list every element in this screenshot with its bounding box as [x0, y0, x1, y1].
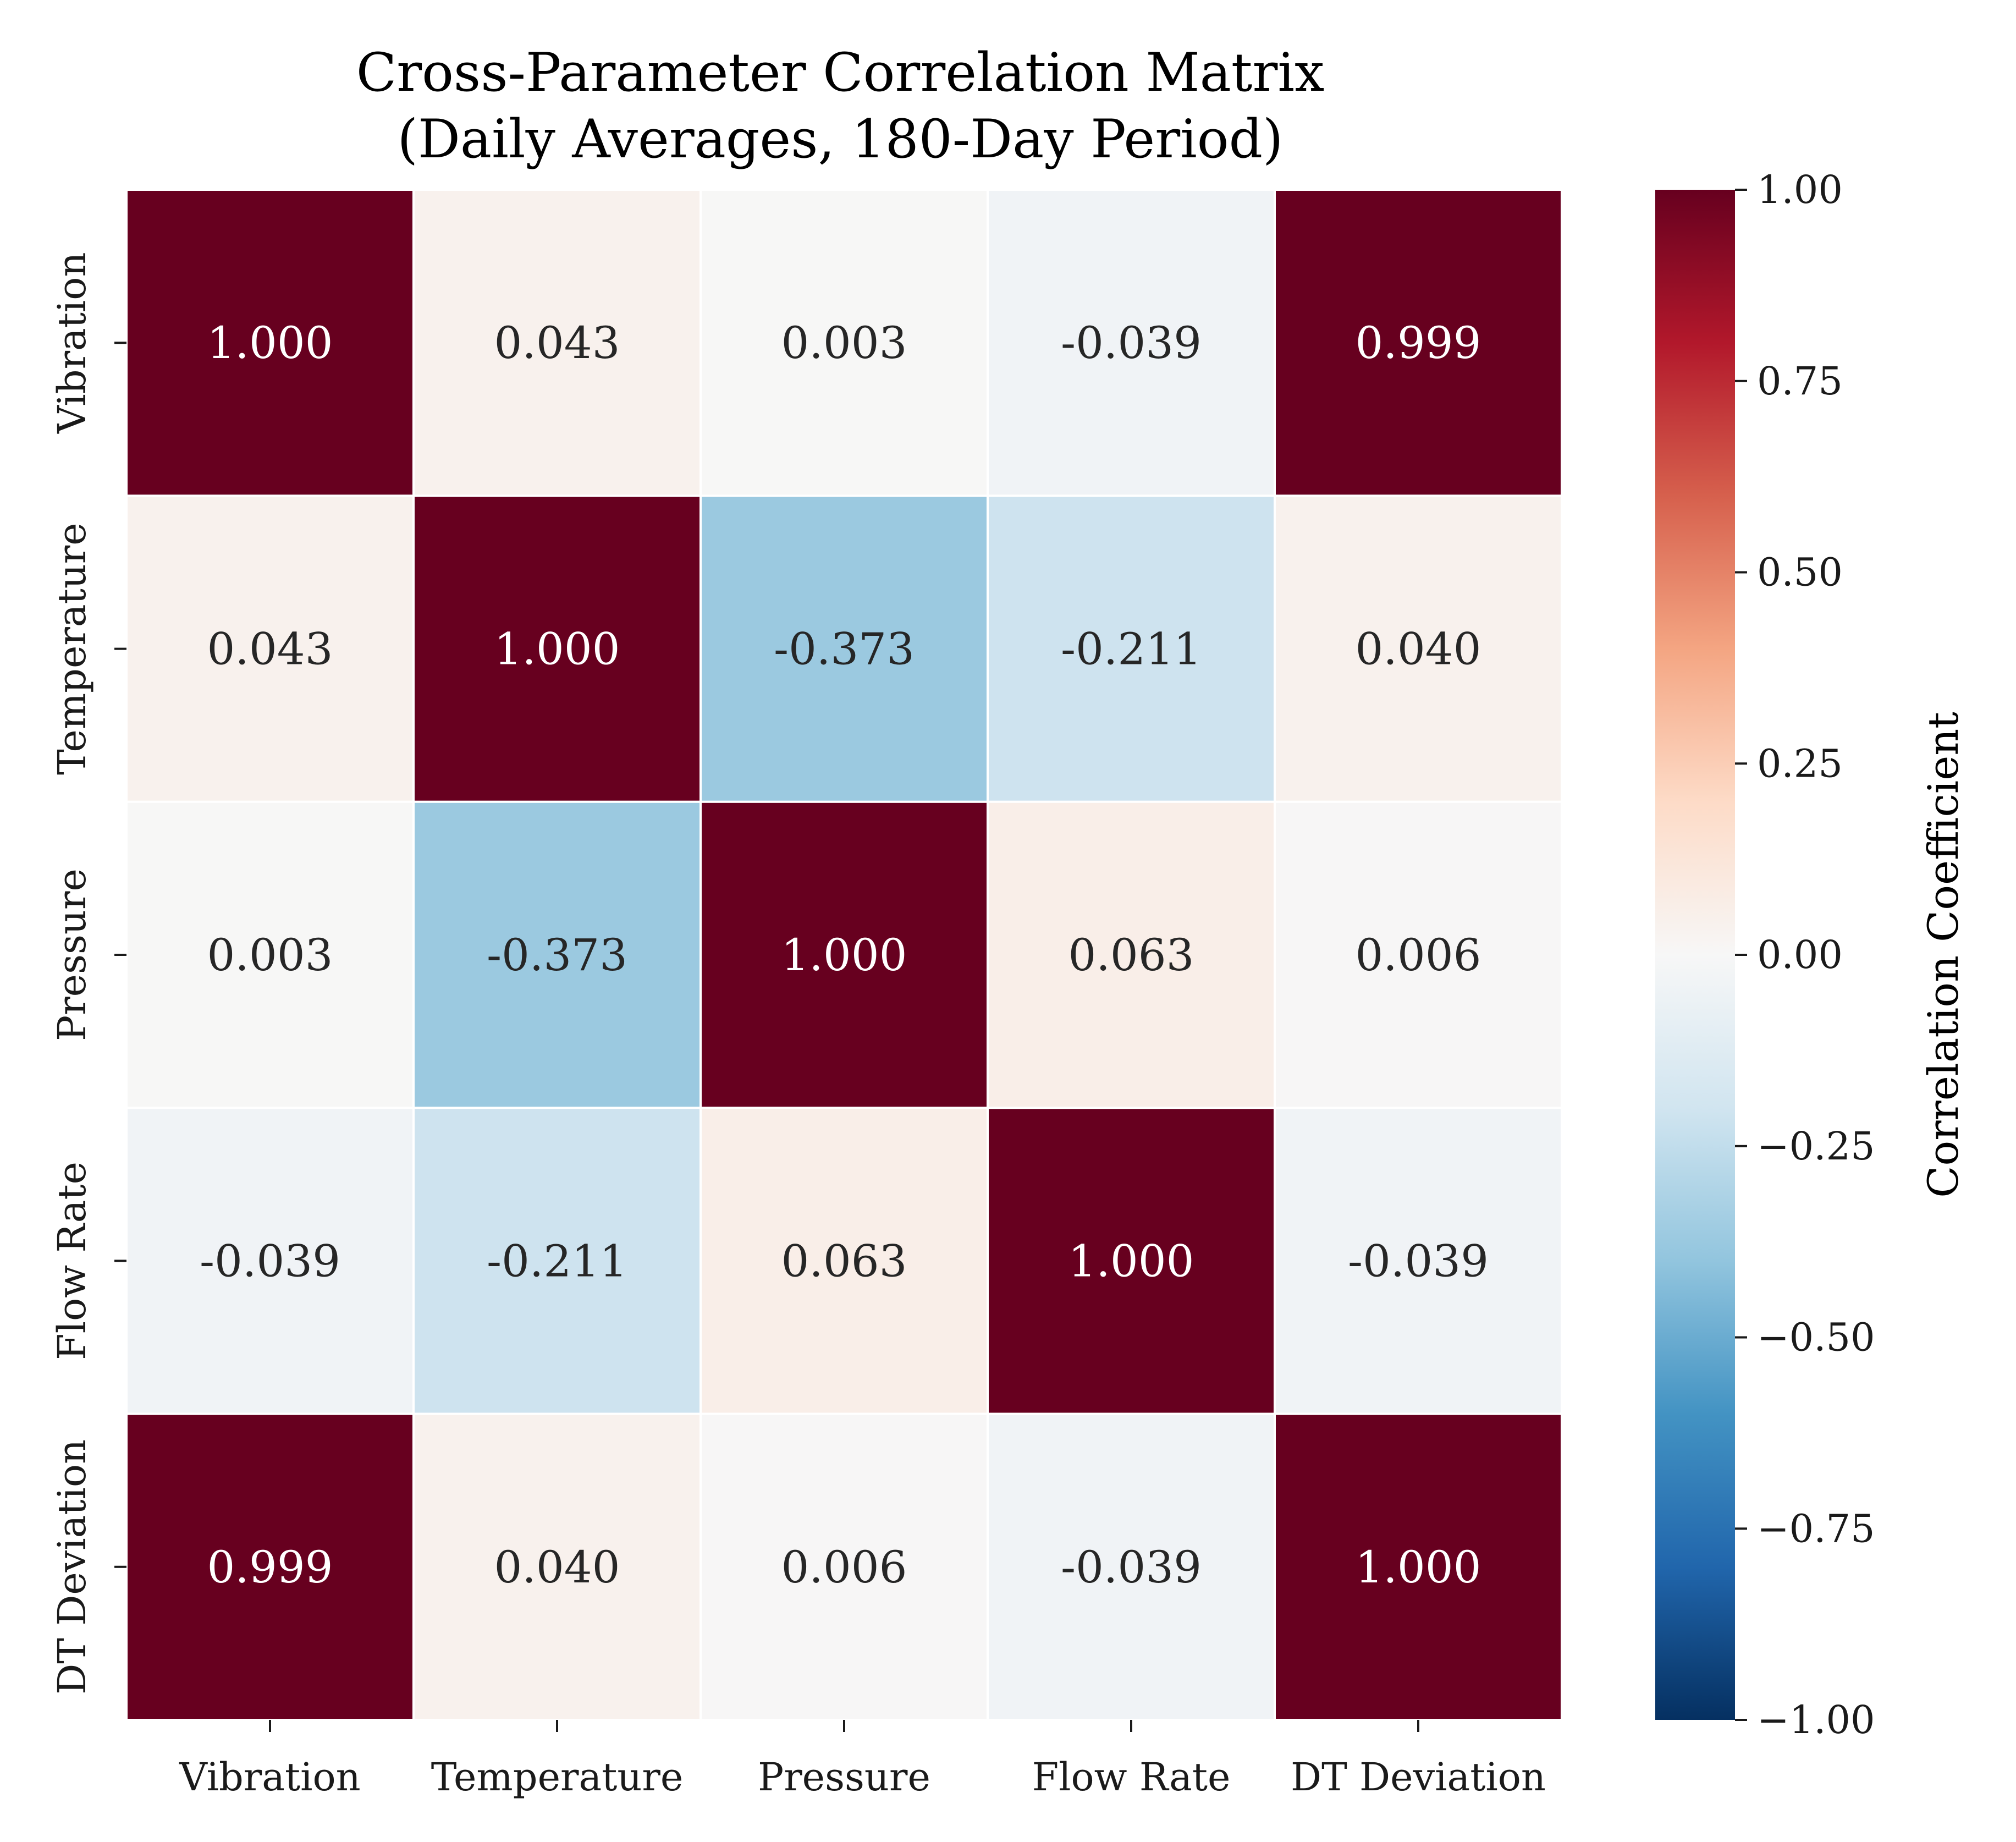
colorbar-tick-label: 0.25: [1757, 741, 1843, 786]
heatmap-cell-value: 1.000: [1355, 1542, 1481, 1593]
colorbar-tick-label: 0.00: [1757, 932, 1843, 977]
heatmap-cell: [987, 189, 1276, 497]
colorbar: 1.00 0.75 0.50 0.25 0.00 −0.25 −0.50 −0.75 −1.00…: [1655, 167, 1968, 1742]
heatmap-cell-value: 0.006: [1355, 930, 1481, 981]
heatmap-cell-value: 0.999: [1355, 317, 1481, 369]
heatmap-cell-value: 0.063: [1068, 930, 1194, 981]
colorbar-ticks: 1.00 0.75 0.50 0.25 0.00 −0.25 −0.50 −0.75 −1.00: [1735, 167, 1875, 1742]
heatmap-cell: [412, 800, 702, 1109]
heatmap-cell-value: 1.000: [207, 317, 333, 369]
heatmap-cell: [125, 1412, 415, 1722]
heatmap-cells: [125, 189, 1563, 1722]
heatmap-cell-value: 0.040: [494, 1542, 620, 1593]
chart-title-line-2: (Daily Averages, 180-Day Period): [398, 108, 1284, 170]
chart-title-line-1: Cross-Parameter Correlation Matrix: [356, 42, 1324, 103]
heatmap-cell: [699, 1107, 989, 1415]
heatmap-cell: [412, 189, 702, 497]
heatmap-cell-value: -0.039: [200, 1235, 340, 1286]
colorbar-tick-label: −0.75: [1757, 1506, 1875, 1551]
heatmap-cell: [699, 800, 989, 1109]
heatmap-cell: [1274, 1412, 1563, 1722]
heatmap-cell-value: 0.999: [207, 1542, 333, 1593]
heatmap-cell-value: 0.063: [781, 1235, 907, 1286]
heatmap-cell-value: -0.373: [487, 930, 627, 981]
colorbar-gradient-bar: [1655, 190, 1735, 1720]
heatmap-cell: [699, 494, 989, 803]
heatmap-cell-value: 1.000: [1068, 1235, 1194, 1286]
heatmap-cell: [699, 189, 989, 497]
y-axis-tick-label: Temperature: [49, 523, 95, 775]
y-axis-tick-label: DT Deviation: [49, 1439, 95, 1695]
heatmap-cell-value: 0.003: [207, 930, 333, 981]
heatmap-cell-value: -0.039: [1061, 1542, 1202, 1593]
heatmap-cell-value: -0.039: [1348, 1235, 1489, 1286]
heatmap-cell-labels: 1.000 0.043 0.003 -0.039 0.999 0.043 1.000 -0.3…: [200, 317, 1489, 1593]
heatmap-cell: [125, 1107, 415, 1415]
heatmap-cell: [987, 494, 1276, 803]
y-axis: Vibration Temperature Pressure Flow Rate DT …: [49, 252, 126, 1695]
colorbar-tick-label: 0.75: [1757, 359, 1843, 404]
x-axis-tick-label: DT Deviation: [1291, 1755, 1546, 1800]
heatmap-cell-value: 0.043: [494, 317, 620, 369]
colorbar-label: Correlation Coefficient: [1919, 712, 1968, 1197]
heatmap-cell: [699, 1412, 989, 1722]
y-axis-tick-label: Flow Rate: [49, 1162, 95, 1360]
heatmap-cell: [987, 800, 1276, 1109]
heatmap-cell: [412, 1107, 702, 1415]
heatmap-cell: [412, 1412, 702, 1722]
heatmap-cell-value: 0.040: [1355, 624, 1481, 675]
y-axis-tick-label: Vibration: [49, 252, 95, 433]
x-axis-tick-label: Vibration: [179, 1755, 360, 1800]
heatmap-cell: [412, 494, 702, 803]
heatmap-cell-value: -0.211: [487, 1235, 627, 1286]
x-axis-tick-label: Pressure: [758, 1755, 930, 1800]
colorbar-tick-label: −1.00: [1757, 1697, 1875, 1742]
heatmap-cell-value: 1.000: [494, 624, 620, 675]
colorbar-tick-label: −0.25: [1757, 1124, 1875, 1169]
heatmap-cell: [125, 189, 415, 497]
heatmap-cell: [1274, 494, 1563, 803]
y-axis-tick-label: Pressure: [49, 868, 95, 1041]
heatmap-cell-value: 1.000: [781, 930, 907, 981]
heatmap-cell-value: 0.043: [207, 624, 333, 675]
heatmap-cell-value: -0.211: [1061, 624, 1202, 675]
colorbar-tick-label: −0.50: [1757, 1315, 1875, 1360]
colorbar-tick-label: 0.50: [1757, 550, 1843, 595]
x-axis: Vibration Temperature Pressure Flow Rate DT …: [179, 1720, 1546, 1800]
heatmap-cell: [1274, 800, 1563, 1109]
heatmap-cell-value: -0.373: [774, 624, 915, 675]
heatmap-cell-value: -0.039: [1061, 317, 1202, 369]
heatmap-cell: [987, 1107, 1276, 1415]
heatmap-cell: [1274, 1107, 1563, 1415]
colorbar-tick-label: 1.00: [1757, 167, 1843, 212]
heatmap-cell: [987, 1412, 1276, 1722]
heatmap-cell-value: 0.006: [781, 1542, 907, 1593]
x-axis-tick-label: Flow Rate: [1032, 1755, 1231, 1800]
x-axis-tick-label: Temperature: [431, 1755, 684, 1800]
heatmap-cell-value: 0.003: [781, 317, 907, 369]
